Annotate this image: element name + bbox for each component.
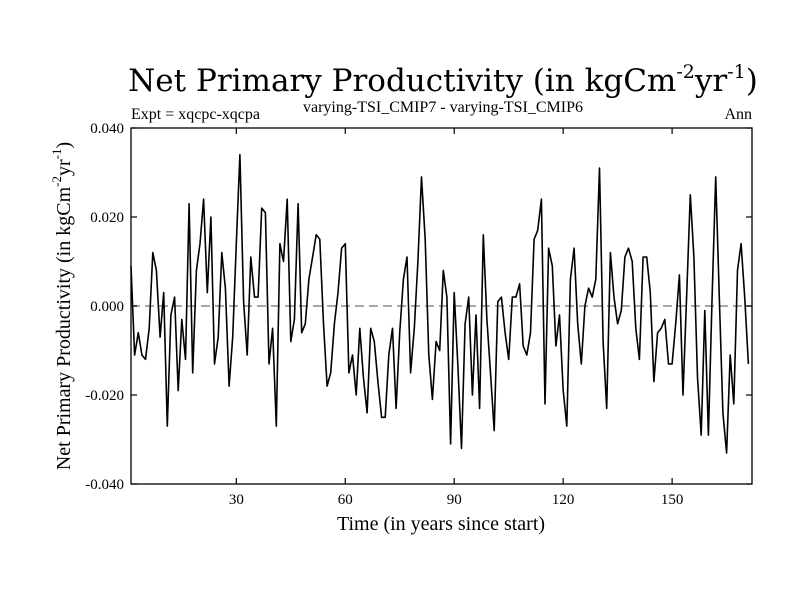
chart-title-mid: yr	[694, 63, 728, 99]
chart-title: Net Primary Productivity (in kgCm-2yr-1)	[128, 61, 758, 99]
chart-title-sup-1: -2	[676, 61, 695, 83]
chart-title-end: )	[746, 63, 758, 99]
series-line-difference	[130, 153, 750, 454]
y-axis-label-sup-2: -1	[49, 149, 64, 160]
y-axis-label-main: Net Primary Productivity (in kgCm	[53, 186, 75, 470]
chart-title-main: Net Primary Productivity (in kgCm	[128, 63, 676, 99]
y-axis-label-mid: yr	[53, 159, 75, 176]
subtitle-center: varying-TSI_CMIP7 - varying-TSI_CMIP6	[303, 99, 583, 116]
x-axis-label: Time (in years since start)	[337, 513, 545, 535]
y-axis-label: Net Primary Productivity (in kgCm-2yr-1)	[49, 142, 75, 470]
plot-frame	[130, 127, 753, 485]
series-group	[130, 153, 750, 454]
chart-title-sup-2: -1	[727, 61, 746, 83]
x-tick-label-150: 150	[661, 492, 684, 508]
y-axis-label-end: )	[53, 142, 75, 149]
x-tick-label-90: 90	[447, 492, 462, 508]
x-tick-label-60: 60	[338, 492, 353, 508]
subtitle-left: Expt = xqcpc-xqcpa	[131, 106, 260, 123]
y-tick-label-0: -0.040	[85, 477, 124, 493]
x-tick-label-120: 120	[552, 492, 575, 508]
tick-group: 30 60 90 120 150 -0.040 -0.020 0.000 0.020 0.040	[85, 121, 752, 508]
y-tick-label-1: -0.020	[85, 388, 124, 404]
y-tick-label-4: 0.040	[90, 121, 124, 137]
y-axis-label-sup-1: -2	[49, 176, 64, 187]
x-tick-label-30: 30	[229, 492, 244, 508]
y-tick-label-3: 0.020	[90, 210, 124, 226]
y-tick-label-2: 0.000	[90, 299, 124, 315]
subtitle-right: Ann	[724, 106, 752, 123]
